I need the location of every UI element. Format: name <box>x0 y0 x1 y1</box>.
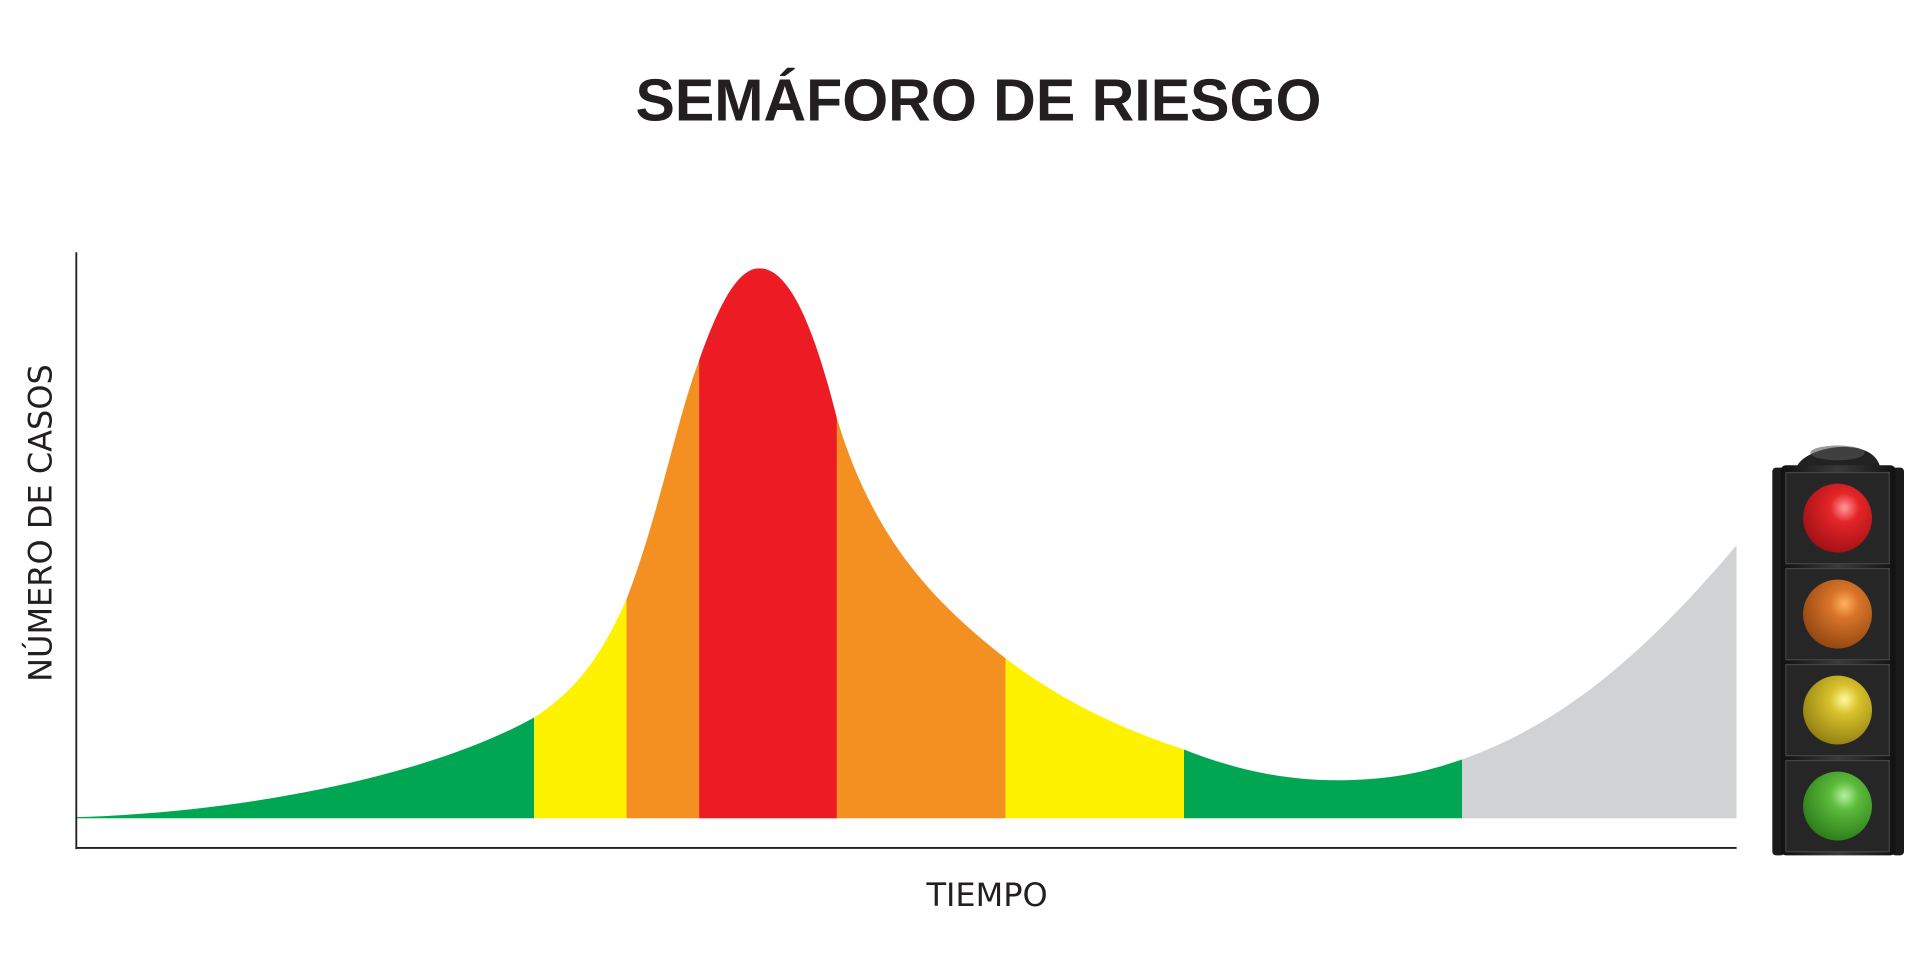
x-axis-label: TIEMPO <box>925 876 1047 914</box>
title: SEMÁFORO DE RIESGO <box>636 68 1322 134</box>
risk-curve <box>76 268 1737 819</box>
y-axis-label: NÚMERO DE CASOS <box>21 364 60 682</box>
traffic-light <box>1772 445 1904 856</box>
